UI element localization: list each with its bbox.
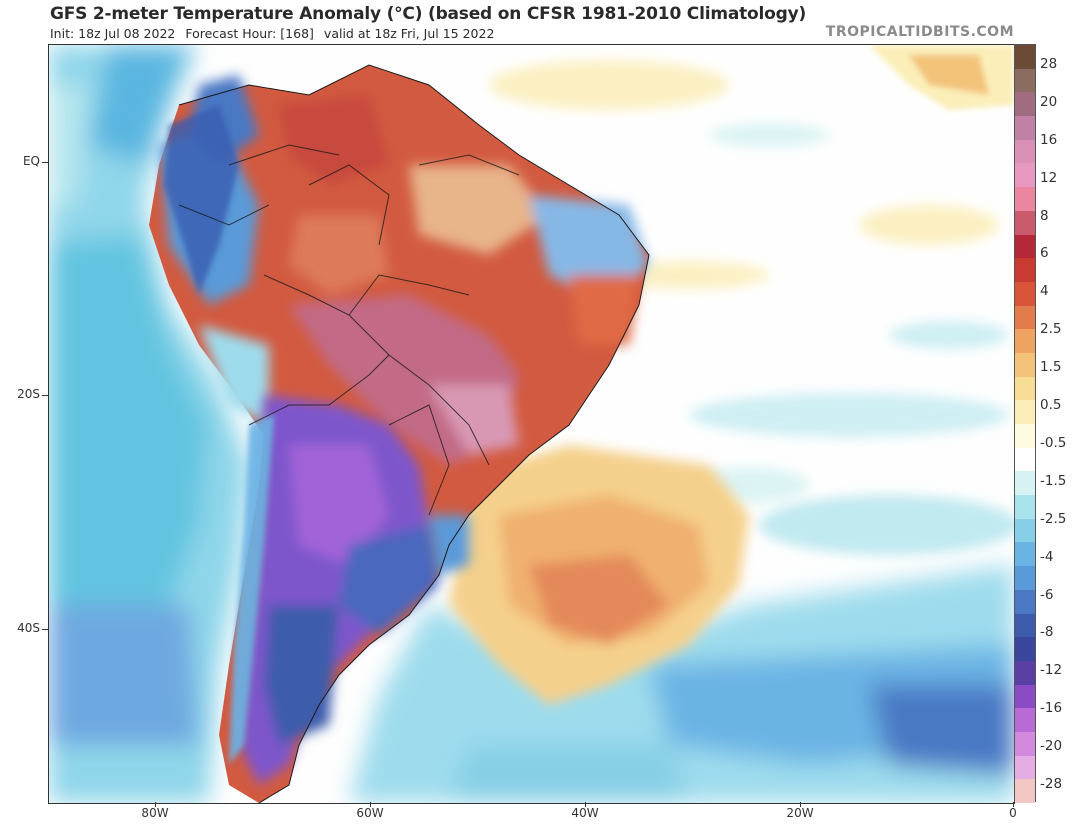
mid-atlantic-patches: [489, 60, 1014, 555]
colorbar-label: -1.5: [1040, 472, 1067, 489]
colorbar-label: -2.5: [1040, 510, 1067, 527]
colorbar-swatch: [1015, 542, 1035, 567]
lon-tick: [585, 802, 586, 807]
colorbar-label: 8: [1040, 207, 1049, 224]
map-title: GFS 2-meter Temperature Anomaly (°C) (ba…: [50, 4, 807, 24]
colorbar-swatch: [1015, 589, 1035, 614]
colorbar-label: -16: [1040, 700, 1063, 717]
south-atlantic-warm-blob: [449, 445, 749, 705]
forecast-info: Init: 18z Jul 08 2022 Forecast Hour: [168…: [50, 26, 504, 41]
colorbar-label: 1.5: [1040, 359, 1062, 376]
lon-label-60w: 60W: [356, 806, 384, 820]
lat-label-eq: EQ: [22, 154, 40, 168]
colorbar-swatch: [1015, 518, 1035, 543]
colorbar-swatch: [1015, 660, 1035, 685]
colorbar-label: 28: [1040, 56, 1058, 72]
colorbar-swatch: [1015, 258, 1035, 282]
colorbar-swatch: [1015, 731, 1035, 756]
lon-label-0: 0: [1009, 806, 1017, 820]
colorbar-label: -28: [1040, 776, 1063, 792]
colorbar-swatch: [1015, 210, 1035, 235]
colorbar-swatch: [1015, 234, 1035, 259]
map-canvas: [49, 45, 1014, 803]
lon-label-20w: 20W: [786, 806, 814, 820]
country-borders: [178, 144, 520, 516]
colorbar-swatch: [1015, 163, 1035, 188]
coastline: [178, 64, 650, 803]
south-america-landmass: [149, 65, 649, 803]
colorbar: [1014, 44, 1036, 803]
colorbar-label: 0.5: [1040, 397, 1062, 414]
colorbar-label: -12: [1040, 662, 1063, 679]
colorbar-swatch: [1015, 779, 1035, 803]
pacific-cool-region: [49, 45, 249, 803]
colorbar-label: -8: [1040, 624, 1054, 641]
colorbar-swatch: [1015, 352, 1035, 377]
colorbar-swatch: [1015, 305, 1035, 330]
colorbar-swatch: [1015, 708, 1035, 732]
lat-tick: [42, 629, 48, 630]
south-atlantic-cool-belt: [349, 565, 1014, 803]
colorbar-swatch: [1015, 116, 1035, 140]
colorbar-swatch: [1015, 684, 1035, 709]
colorbar-swatch: [1015, 637, 1035, 661]
lon-tick: [370, 802, 371, 807]
colorbar-swatch: [1015, 447, 1035, 472]
colorbar-swatch: [1015, 376, 1035, 401]
lon-tick: [1013, 802, 1014, 807]
colorbar-swatch: [1015, 187, 1035, 211]
forecast-hour: Forecast Hour: [168]: [185, 26, 314, 41]
colorbar-label: -0.5: [1040, 434, 1067, 451]
valid-time: valid at 18z Fri, Jul 15 2022: [323, 26, 495, 41]
colorbar-label: -4: [1040, 548, 1054, 565]
colorbar-swatch: [1015, 495, 1035, 519]
lon-tick: [155, 802, 156, 807]
colorbar-swatch: [1015, 45, 1035, 69]
colorbar-swatch: [1015, 755, 1035, 780]
colorbar-label: 2.5: [1040, 321, 1062, 338]
lat-tick: [42, 162, 48, 163]
colorbar-label: 12: [1040, 169, 1058, 186]
africa-corner: [869, 45, 1014, 110]
colorbar-swatch: [1015, 139, 1035, 164]
lat-tick: [42, 395, 48, 396]
colorbar-swatch: [1015, 471, 1035, 496]
colorbar-swatch: [1015, 400, 1035, 424]
andes-cold-strip: [164, 105, 274, 765]
init-time: Init: 18z Jul 08 2022: [50, 26, 176, 41]
colorbar-swatch: [1015, 613, 1035, 638]
lon-label-80w: 80W: [141, 806, 169, 820]
colorbar-swatch: [1015, 68, 1035, 93]
brand-watermark: TROPICALTIDBITS.COM: [825, 24, 1014, 40]
colorbar-label: -6: [1040, 586, 1054, 603]
lat-label-40s: 40S: [17, 621, 40, 635]
colorbar-label: 6: [1040, 245, 1049, 262]
colorbar-label: -20: [1040, 738, 1063, 755]
lat-label-20s: 20S: [17, 387, 40, 401]
colorbar-swatch: [1015, 566, 1035, 590]
colorbar-swatch: [1015, 424, 1035, 448]
colorbar-swatch: [1015, 92, 1035, 117]
colorbar-swatch: [1015, 281, 1035, 306]
lon-tick: [800, 802, 801, 807]
colorbar-label: 16: [1040, 131, 1058, 148]
lon-label-40w: 40W: [571, 806, 599, 820]
colorbar-label: 20: [1040, 93, 1058, 110]
colorbar-label: 4: [1040, 283, 1049, 300]
colorbar-swatch: [1015, 329, 1035, 353]
anomaly-map: [48, 44, 1015, 804]
